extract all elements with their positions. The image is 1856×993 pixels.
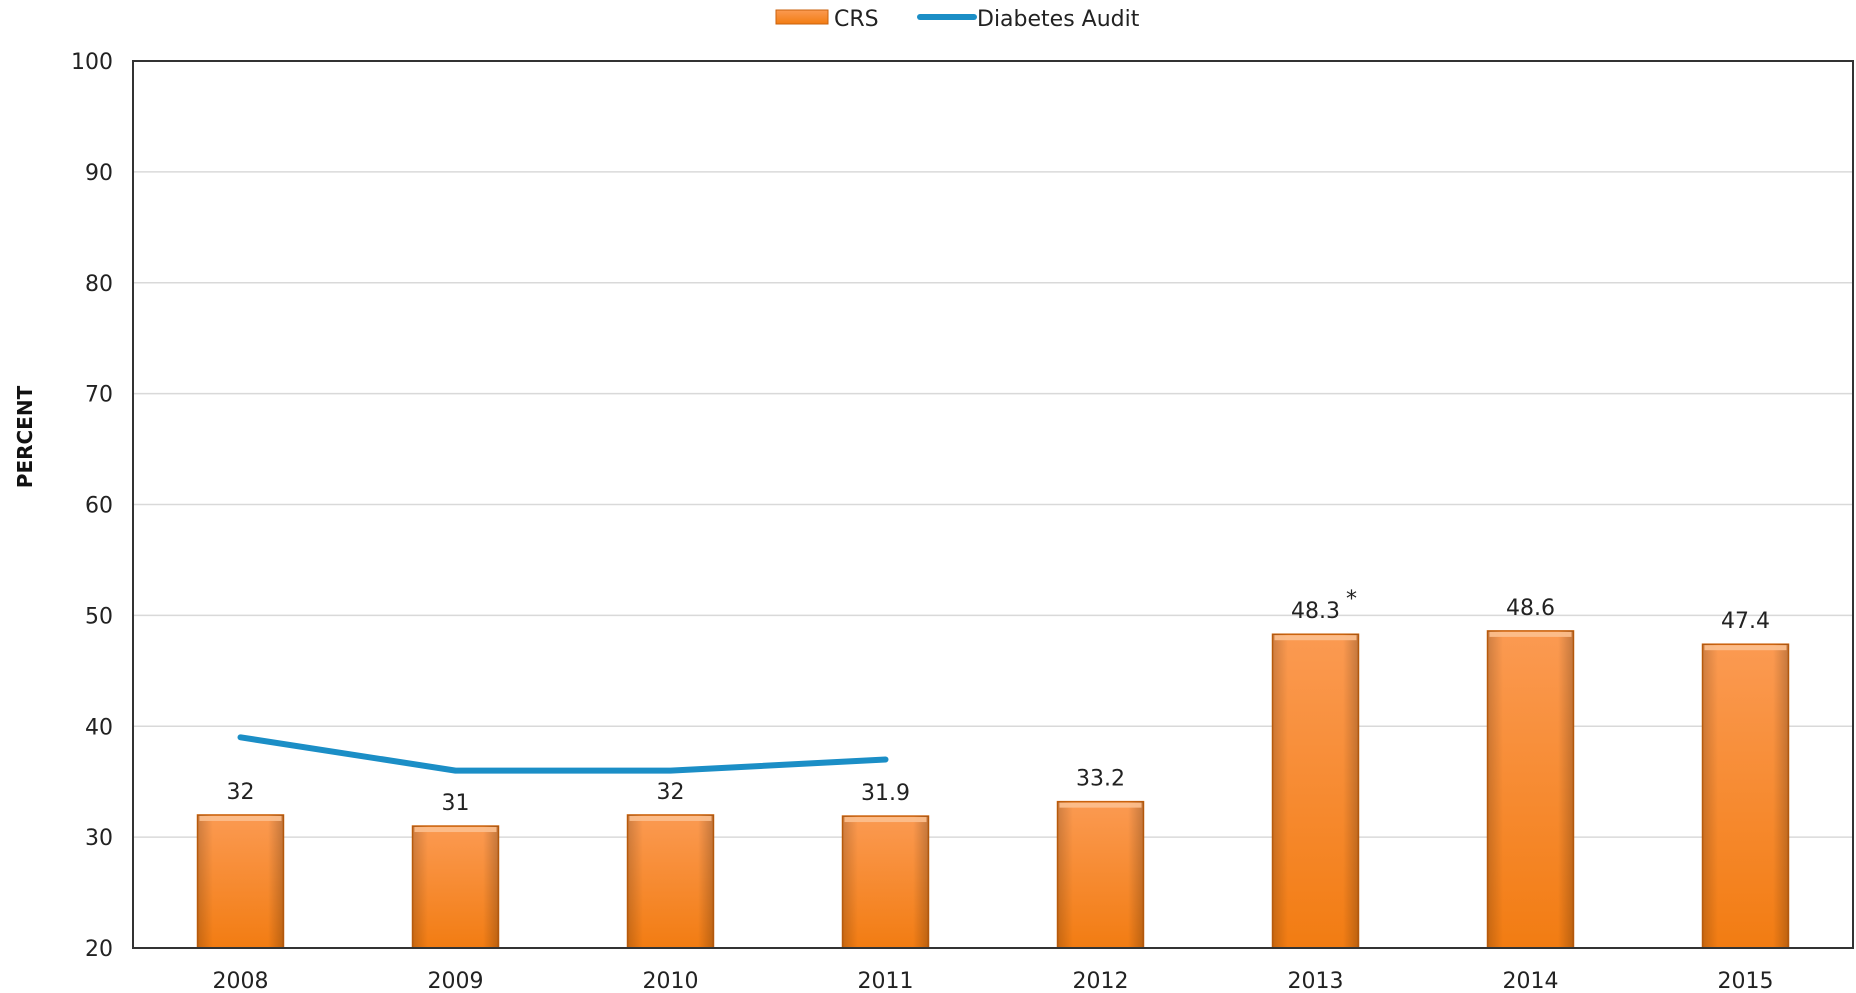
bar-shade-2015 [1702, 644, 1789, 948]
bar-top-highlight-2010 [629, 815, 712, 821]
bar-top-highlight-2008 [199, 815, 282, 821]
legend-label-diabetes-audit: Diabetes Audit [977, 7, 1140, 32]
bar-shade-2014 [1487, 630, 1574, 948]
bar-shade-2010 [627, 814, 714, 948]
x-tick-label: 2015 [1718, 969, 1774, 993]
y-tick-label: 80 [85, 272, 113, 297]
line-series-diabetes-audit [237, 734, 889, 774]
x-tick-label: 2013 [1288, 969, 1344, 993]
data-label-crs-2012: 33.2 [1076, 767, 1125, 792]
bar-series-crs [196, 630, 1790, 949]
y-axis: 20 30 40 50 60 70 80 90 100 [71, 50, 113, 962]
data-label-crs-2009: 31 [442, 791, 470, 816]
annotation-asterisk-2013: * [1346, 587, 1357, 612]
data-label-crs-2010: 32 [657, 780, 685, 805]
bar-top-highlight-2015 [1704, 645, 1787, 651]
y-axis-title: PERCENT [13, 385, 37, 488]
y-tick-label: 70 [85, 383, 113, 408]
y-tick-label: 100 [71, 50, 113, 75]
bar-shade-2008 [197, 814, 284, 948]
data-labels: 32 31 32 31.9 33.2 48.3 48.6 47.4 * [227, 587, 1770, 816]
bar-top-highlight-2009 [414, 827, 497, 833]
plot-frame [132, 60, 1854, 949]
y-tick-label: 60 [85, 494, 113, 519]
bar-shade-2009 [412, 826, 499, 948]
y-tick-label: 20 [85, 937, 113, 962]
x-tick-label: 2010 [643, 969, 699, 993]
bar-shade-2011 [842, 816, 929, 948]
x-tick-label: 2014 [1503, 969, 1559, 993]
y-tick-label: 90 [85, 161, 113, 186]
bar-top-highlight-2011 [844, 817, 927, 823]
bar-top-highlight-2012 [1059, 802, 1142, 808]
x-tick-label: 2012 [1073, 969, 1129, 993]
data-label-crs-2008: 32 [227, 780, 255, 805]
data-label-crs-2014: 48.6 [1506, 596, 1555, 621]
x-tick-label: 2009 [428, 969, 484, 993]
x-tick-label: 2011 [858, 969, 914, 993]
legend-swatch-crs [775, 9, 829, 25]
data-label-crs-2011: 31.9 [861, 781, 910, 806]
data-label-crs-2015: 47.4 [1721, 609, 1770, 634]
y-tick-label: 30 [85, 826, 113, 851]
x-tick-label: 2008 [213, 969, 269, 993]
x-axis: 2008 2009 2010 2011 2012 2013 2014 2015 [213, 969, 1774, 993]
bar-top-highlight-2013 [1274, 635, 1357, 641]
line-diabetes-audit [237, 734, 889, 774]
legend: CRS Diabetes Audit [775, 7, 1140, 32]
y-tick-label: 40 [85, 715, 113, 740]
gridlines [133, 171, 1853, 838]
bar-shade-2012 [1057, 801, 1144, 948]
legend-label-crs: CRS [834, 7, 879, 32]
bar-top-highlight-2014 [1489, 631, 1572, 637]
data-label-crs-2013: 48.3 [1291, 599, 1340, 624]
bar-shade-2013 [1272, 634, 1359, 948]
y-tick-label: 50 [85, 604, 113, 629]
